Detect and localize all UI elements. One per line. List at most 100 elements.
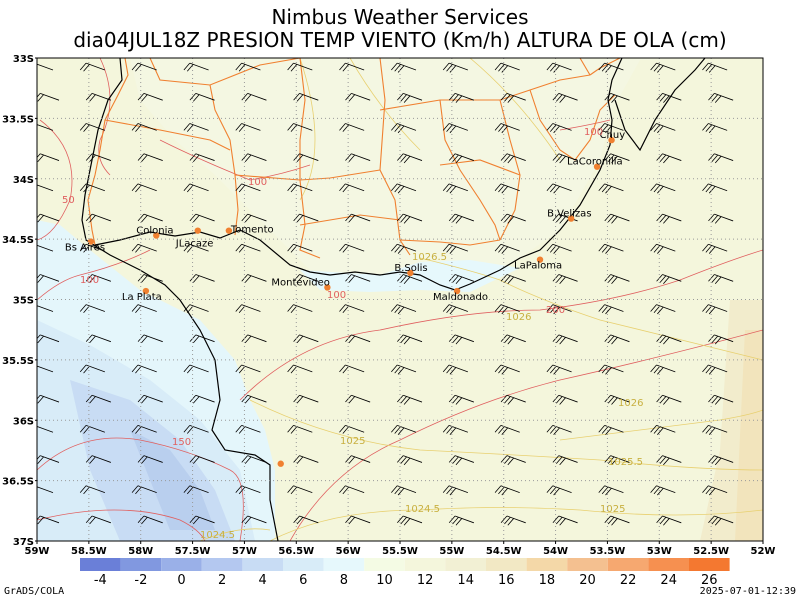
colorbar-tick: 0 [177,573,185,588]
lon-label: 56W [336,546,361,557]
pressure-label: 1024.5 [200,530,235,541]
wind-barb [448,394,474,405]
wind-barb [598,123,624,134]
latitude-labels: 33S 33.5S 34S 34.5S 35S 35.5S 36S 36.5S 37S [2,54,37,548]
wind-barb [442,304,468,315]
wind-barb [546,62,572,73]
lat-label: 36.5S [2,477,34,488]
wind-barb [656,92,682,103]
wind-barb [137,213,163,223]
wind-barb [189,153,215,163]
wind-barb [85,92,111,102]
wind-barb [552,515,578,526]
wind-barb [391,304,417,315]
wind-barb [552,455,578,466]
wind-barb [708,213,734,224]
city-label: La Plata [122,292,162,303]
colorbar-tick: 14 [457,573,474,588]
wind-barb [598,62,624,73]
wind-barb [241,274,267,283]
wind-barb [494,304,520,315]
colorbar-tick: 8 [340,573,348,588]
wind-barb [650,62,676,73]
pressure-contours [199,58,763,541]
lon-label: 52W [751,546,776,557]
wind-barb [183,62,209,72]
city-marker [608,136,615,144]
wind-barb [339,62,365,72]
wind-barb [552,153,578,164]
colorbar-tick: 4 [259,573,267,588]
lat-label: 34S [13,175,34,186]
wave-label: 100 [80,275,99,286]
wind-barb [500,153,526,164]
wind-barb [85,213,111,223]
wind-barb [137,455,163,464]
wind-barb [397,213,423,224]
chart-title-line1: Nimbus Weather Services [271,5,529,29]
wind-barb [448,274,474,285]
lon-label: 55W [439,546,464,557]
wind-barb [189,455,215,464]
colorbar-swatch [201,558,243,571]
lat-label: 35.5S [2,356,34,367]
wind-barb [137,274,163,283]
pressure-label: 1024.5 [405,504,440,515]
temperature-colorbar: -4 -2 0 2 4 6 8 10 12 14 16 18 20 22 24 26 [80,558,730,588]
colorbar-tick: -2 [134,573,147,588]
wind-barb [656,213,682,224]
wave-label: 50 [62,195,75,206]
wave-label: 100 [327,290,346,301]
wind-barb [500,515,526,526]
wind-barb [241,213,267,223]
city-label: LaPaloma [514,261,562,272]
wave-label: 100 [248,177,267,188]
wind-barb [500,274,526,285]
wind-barb [391,123,417,134]
colorbar-swatch [689,558,730,571]
lon-label: 57.5W [175,546,211,557]
wind-barb [345,92,371,102]
city-marker [324,284,331,291]
wind-barb [708,274,734,285]
pressure-label: 1026 [618,398,643,409]
wind-barb [339,123,365,132]
lon-label: 52.5W [693,546,729,557]
colorbar-tick: 16 [498,573,515,588]
wind-barb [189,213,215,223]
colorbar-swatch [323,558,365,571]
lon-label: 56.5W [278,546,314,557]
wind-barb [442,123,468,134]
wind-barb [137,515,163,525]
wind-barb [137,92,163,102]
lon-label: 54.5W [486,546,522,557]
city-marker [153,232,160,239]
city-label: Maldonado [433,292,488,303]
wind-barb [293,92,319,102]
wind-barb [604,274,630,285]
wind-barb [397,455,423,466]
lat-label: 37S [13,537,34,548]
wind-barb [397,274,423,285]
colorbar-tick: 10 [376,573,393,588]
wind-barb [397,153,423,164]
wind-barb [448,92,474,103]
wind-barb [345,274,371,283]
lat-label: 33S [13,54,34,65]
colorbar-tick: 26 [701,573,718,588]
colorbar-swatch [120,558,162,571]
city-marker [194,227,201,234]
pressure-label: 1026 [506,312,531,323]
lat-label: 35S [13,296,34,307]
wind-barb [79,62,105,72]
coastlines [81,58,706,541]
wind-barb [442,183,468,194]
chart-title-line2: dia04JUL18Z PRESION TEMP VIENTO (Km/h) A… [73,28,727,52]
wind-barb [656,153,682,164]
pressure-label: 1025 [340,436,365,447]
wind-barb [345,455,371,464]
wind-barb [552,213,578,224]
lon-label: 59W [25,546,50,557]
lon-label: 53W [647,546,672,557]
